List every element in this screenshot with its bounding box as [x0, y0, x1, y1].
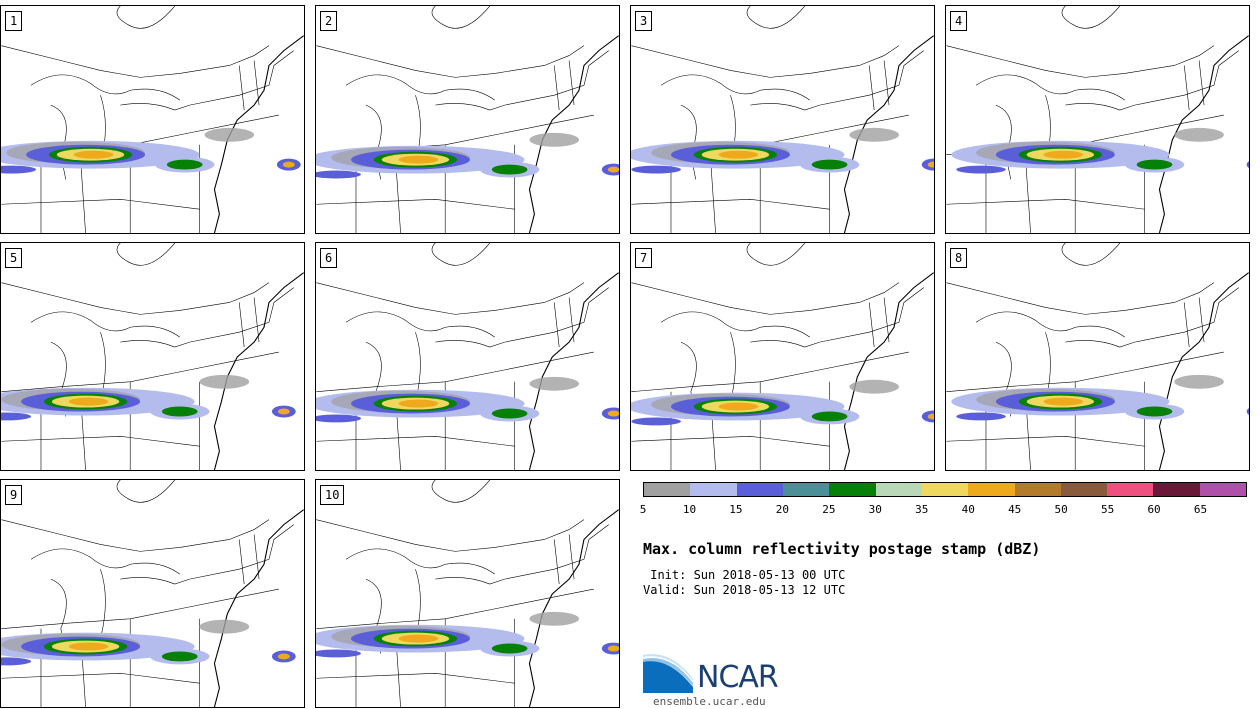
colorbar-segment [1153, 483, 1200, 496]
colorbar-segment [782, 483, 830, 496]
colorbar-tick-label: 5 [639, 503, 647, 516]
ncar-logo-text: NCAR [697, 660, 779, 695]
member-number: 2 [320, 11, 338, 31]
postage-stamp-panel: 6 [315, 242, 620, 471]
postage-stamp-panel: 5 [0, 242, 305, 471]
colorbar-tick-label: 65 [1193, 503, 1208, 516]
colorbar-segment [921, 483, 969, 496]
postage-stamp-panel: 4 [945, 5, 1250, 234]
member-number: 8 [950, 248, 968, 268]
ncar-logo-icon [643, 654, 693, 693]
colorbar-tick-label: 50 [1054, 503, 1068, 516]
member-number: 4 [950, 11, 968, 31]
colorbar-tick-label: 20 [775, 503, 789, 516]
init-time: Init: Sun 2018-05-13 00 UTC [643, 568, 846, 582]
postage-stamp-panel: 2 [315, 5, 620, 234]
member-number: 10 [320, 485, 345, 505]
colorbar-tick-label: 10 [682, 503, 697, 516]
colorbar-tick-label: 35 [915, 503, 929, 516]
postage-stamp-panel: 8 [945, 242, 1250, 471]
postage-stamp-panel: 10 [315, 479, 620, 708]
member-number: 1 [5, 11, 23, 31]
colorbar-tick-label: 25 [822, 503, 836, 516]
reflectivity-colorbar [643, 482, 1247, 497]
colorbar-ticks: 5 10 15 20 25 30 35 40 45 50 55 60 65 [639, 503, 1247, 517]
colorbar-segment [968, 483, 1015, 496]
colorbar-segment [1107, 483, 1154, 496]
member-number: 9 [5, 485, 23, 505]
colorbar-segment [736, 483, 783, 496]
postage-stamp-panel: 9 [0, 479, 305, 708]
colorbar-segment [690, 483, 737, 496]
member-number: 7 [635, 248, 653, 268]
colorbar-segment [1014, 483, 1061, 496]
colorbar-segment [644, 483, 691, 496]
member-number: 6 [320, 248, 338, 268]
postage-stamp-panel: 7 [630, 242, 935, 471]
colorbar-segment [1199, 483, 1247, 496]
colorbar-segment [875, 483, 922, 496]
member-number: 3 [635, 11, 653, 31]
colorbar-tick-label: 55 [1100, 503, 1115, 516]
colorbar-tick-label: 15 [729, 503, 743, 516]
colorbar-segment [1060, 483, 1108, 496]
ncar-url: ensemble.ucar.edu [653, 695, 766, 708]
figure-title: Max. column reflectivity postage stamp (… [643, 540, 1041, 558]
valid-time: Valid: Sun 2018-05-13 12 UTC [643, 583, 846, 597]
colorbar-tick-label: 60 [1147, 503, 1161, 516]
colorbar-tick-label: 40 [961, 503, 975, 516]
postage-stamp-panel: 3 [630, 5, 935, 234]
colorbar-tick-label: 30 [868, 503, 882, 516]
colorbar-segment [829, 483, 876, 496]
colorbar-tick-label: 45 [1008, 503, 1022, 516]
postage-stamp-panel: 1 [0, 5, 305, 234]
member-number: 5 [5, 248, 23, 268]
